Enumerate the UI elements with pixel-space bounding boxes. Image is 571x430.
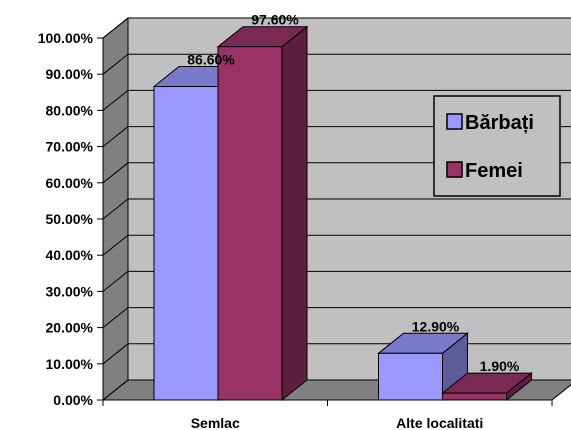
y-tick-label: 30.00%	[46, 283, 94, 299]
legend-label: Femei	[465, 160, 523, 182]
legend-label: Bărbați	[465, 112, 534, 134]
gridline	[102, 162, 571, 184]
gridline	[102, 126, 571, 147]
bar	[153, 86, 219, 401]
y-tick-label: 80.00%	[46, 102, 94, 118]
y-tick-label: 0.00%	[53, 392, 93, 408]
data-label: 12.90%	[412, 318, 460, 334]
y-tick-label: 50.00%	[46, 211, 94, 227]
y-tick-label: 20.00%	[46, 320, 94, 336]
legend-swatch	[446, 113, 463, 130]
gridline	[102, 270, 571, 292]
gridline	[102, 89, 571, 111]
y-tick-label: 40.00%	[46, 247, 94, 263]
data-label: 1.90%	[480, 358, 520, 374]
y-tick-label: 90.00%	[46, 66, 94, 82]
gridlines	[102, 17, 571, 401]
bar-side	[281, 25, 308, 402]
gridline	[102, 198, 571, 220]
data-label: 97.60%	[251, 12, 299, 28]
bars	[152, 25, 533, 402]
y-tick-label: 70.00%	[46, 139, 94, 155]
legend-swatch	[446, 161, 463, 178]
gridline	[102, 17, 571, 39]
category-label: Alte localitati	[396, 415, 483, 430]
gridline	[102, 307, 571, 328]
gridline	[102, 234, 571, 256]
gridline	[102, 53, 571, 75]
category-label: Semlac	[191, 415, 240, 430]
y-tick-label: 100.00%	[38, 30, 94, 46]
y-tick-label: 10.00%	[46, 356, 94, 372]
bar	[217, 46, 283, 401]
data-label: 86.60%	[187, 52, 235, 68]
data-labels: 86.60% 97.60% 12.90% 1.90%	[187, 12, 520, 374]
category-labels: Semlac Alte localitati	[191, 415, 484, 430]
bar	[378, 352, 443, 401]
legend-box	[433, 95, 561, 197]
legend: Bărbați Femei	[433, 95, 561, 197]
y-tick-label: 60.00%	[46, 175, 94, 191]
y-tick-labels: 0.00% 10.00% 20.00% 30.00% 40.00% 50.00% 60.00…	[38, 30, 94, 408]
bar	[442, 392, 507, 401]
